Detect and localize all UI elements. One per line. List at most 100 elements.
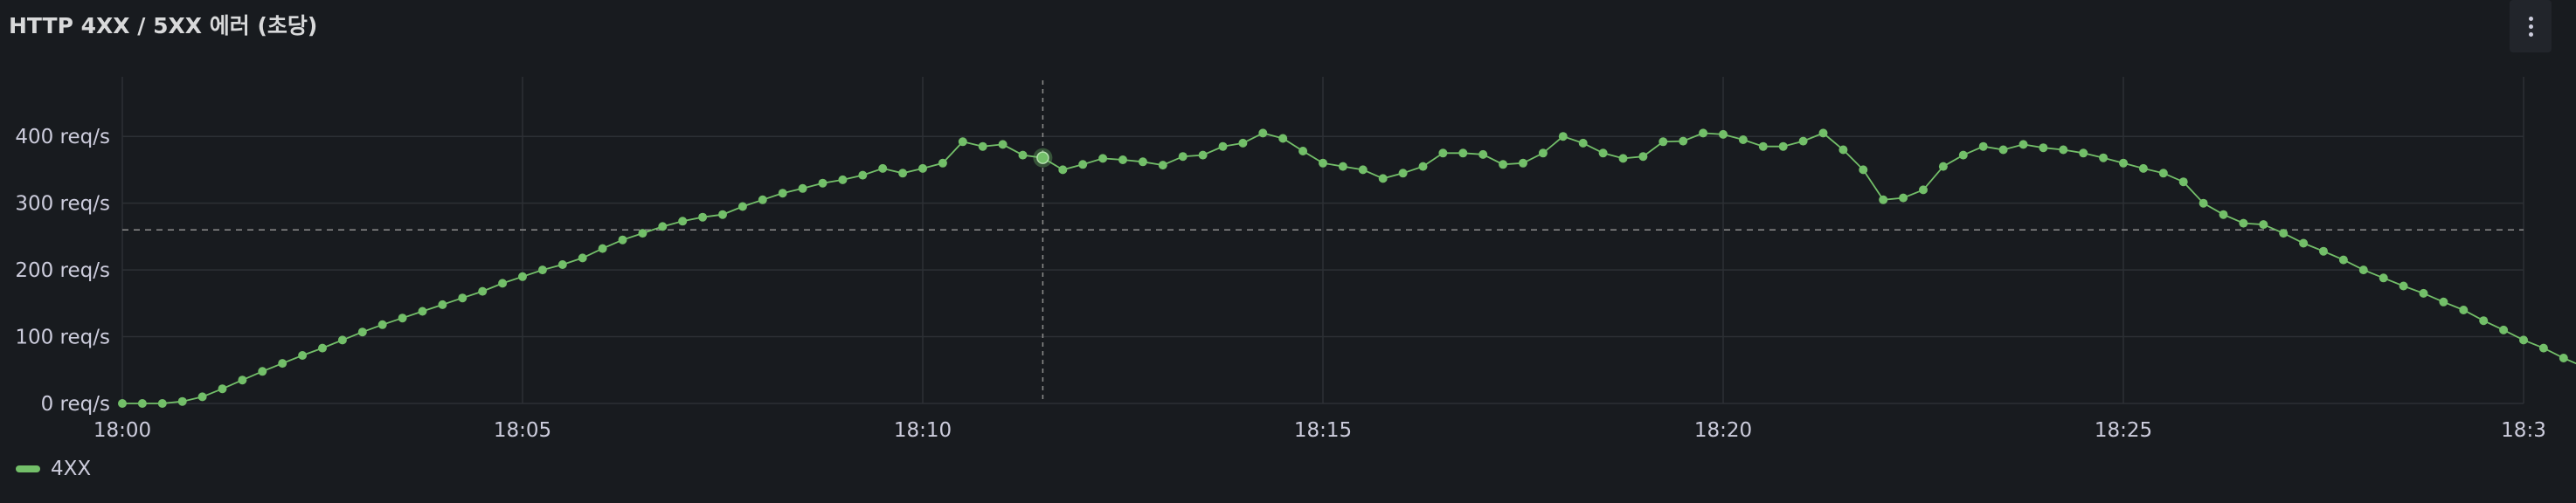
data-point[interactable] — [157, 399, 167, 408]
data-point[interactable] — [1978, 141, 1988, 151]
data-point[interactable] — [318, 343, 327, 353]
data-point[interactable] — [1859, 165, 1868, 175]
data-point[interactable] — [1238, 138, 1248, 148]
data-point[interactable] — [2239, 218, 2248, 228]
data-point[interactable] — [1398, 169, 1408, 178]
data-point[interactable] — [238, 376, 247, 385]
data-point[interactable] — [838, 175, 848, 184]
data-point[interactable] — [2338, 255, 2348, 265]
data-point[interactable] — [1358, 165, 1368, 175]
data-point[interactable] — [2059, 145, 2068, 155]
data-point[interactable] — [557, 260, 567, 269]
data-point[interactable] — [1478, 149, 1488, 159]
data-point[interactable] — [218, 384, 227, 394]
data-point[interactable] — [618, 235, 627, 245]
data-point[interactable] — [1738, 135, 1748, 144]
data-point[interactable] — [1319, 158, 1327, 168]
data-point[interactable] — [478, 286, 488, 296]
data-point[interactable] — [1458, 148, 1468, 158]
data-point[interactable] — [1138, 157, 1147, 167]
data-point[interactable] — [1338, 162, 1347, 171]
data-point[interactable] — [137, 399, 147, 408]
data-point[interactable] — [1499, 160, 1508, 169]
data-point[interactable] — [978, 141, 987, 151]
data-point[interactable] — [2479, 316, 2489, 326]
data-point[interactable] — [2079, 148, 2088, 158]
data-point[interactable] — [1598, 148, 1608, 158]
data-point[interactable] — [2439, 297, 2448, 307]
data-point[interactable] — [2039, 143, 2048, 153]
data-point[interactable] — [2299, 238, 2309, 248]
data-point[interactable] — [298, 351, 308, 360]
data-point[interactable] — [998, 140, 1008, 149]
data-point[interactable] — [258, 367, 267, 376]
data-point[interactable] — [1519, 158, 1527, 168]
data-point[interactable] — [1658, 137, 1668, 147]
data-point[interactable] — [2538, 343, 2548, 353]
data-point[interactable] — [1679, 136, 1688, 146]
data-point[interactable] — [1758, 141, 1768, 151]
data-point[interactable] — [1178, 152, 1188, 162]
data-point[interactable] — [718, 210, 727, 219]
data-point[interactable] — [357, 327, 367, 337]
data-point[interactable] — [958, 137, 967, 147]
data-point[interactable] — [578, 253, 587, 263]
data-point[interactable] — [878, 163, 888, 173]
data-point[interactable] — [278, 359, 287, 369]
data-point[interactable] — [698, 212, 708, 222]
data-point[interactable] — [1699, 128, 1708, 138]
data-point[interactable] — [638, 229, 647, 238]
data-point[interactable] — [858, 170, 868, 180]
data-point[interactable] — [1118, 155, 1127, 164]
data-point[interactable] — [1258, 128, 1268, 138]
data-point[interactable] — [1078, 160, 1088, 169]
data-point[interactable] — [498, 279, 508, 288]
legend[interactable]: 4XX — [16, 458, 91, 480]
data-point[interactable] — [2178, 177, 2188, 187]
data-point[interactable] — [1538, 148, 1548, 158]
data-point[interactable] — [2099, 153, 2109, 162]
data-point[interactable] — [1558, 132, 1568, 141]
data-point[interactable] — [1798, 136, 1808, 146]
data-point[interactable] — [1018, 150, 1028, 160]
data-point[interactable] — [737, 202, 747, 211]
data-point[interactable] — [2319, 246, 2328, 256]
data-point[interactable] — [2499, 325, 2509, 334]
data-point[interactable] — [518, 272, 527, 281]
data-point[interactable] — [2199, 198, 2208, 208]
data-point[interactable] — [2419, 288, 2428, 298]
data-point[interactable] — [2019, 140, 2028, 149]
data-point[interactable] — [778, 189, 787, 198]
data-point[interactable] — [1818, 128, 1828, 138]
highlighted-point[interactable] — [1036, 151, 1049, 164]
data-point[interactable] — [1839, 145, 1848, 155]
data-point[interactable] — [818, 178, 828, 188]
data-point[interactable] — [1198, 150, 1208, 160]
data-point[interactable] — [1418, 162, 1428, 171]
data-point[interactable] — [1638, 152, 1648, 162]
data-point[interactable] — [758, 195, 767, 204]
data-point[interactable] — [1158, 161, 1167, 170]
data-point[interactable] — [2459, 306, 2469, 314]
data-point[interactable] — [2219, 210, 2228, 219]
data-point[interactable] — [1719, 129, 1728, 139]
data-point[interactable] — [458, 293, 467, 303]
data-point[interactable] — [2119, 158, 2128, 168]
data-point[interactable] — [438, 300, 447, 309]
data-point[interactable] — [1578, 138, 1588, 148]
data-point[interactable] — [1278, 134, 1288, 143]
data-point[interactable] — [1058, 165, 1068, 175]
data-point[interactable] — [1998, 145, 2008, 155]
data-point[interactable] — [658, 222, 668, 231]
data-point[interactable] — [418, 307, 427, 316]
data-point[interactable] — [918, 163, 927, 173]
data-point[interactable] — [118, 399, 127, 408]
data-point[interactable] — [398, 314, 407, 323]
data-point[interactable] — [798, 183, 807, 193]
data-point[interactable] — [2399, 281, 2408, 291]
panel-menu-button[interactable] — [2510, 0, 2552, 52]
data-point[interactable] — [598, 244, 607, 253]
data-point[interactable] — [2559, 354, 2568, 362]
data-point[interactable] — [177, 396, 187, 406]
